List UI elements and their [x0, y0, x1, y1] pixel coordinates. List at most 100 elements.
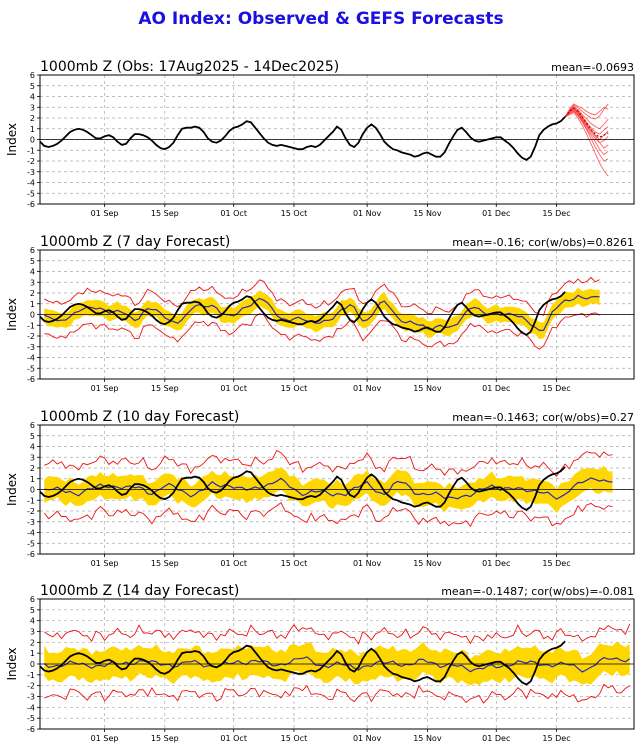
x-tick-label: 01 Nov: [353, 209, 382, 218]
y-tick-label: -3: [27, 343, 35, 352]
y-tick-label: 5: [30, 257, 35, 266]
y-tick-label: 2: [30, 464, 35, 473]
y-tick-label: 5: [30, 432, 35, 441]
y-tick-label: 6: [30, 595, 35, 604]
y-tick-label: 4: [30, 93, 35, 102]
spread-band: [44, 287, 600, 340]
ensemble-member-line: [564, 103, 609, 118]
y-tick-label: -6: [27, 200, 35, 209]
y-tick-label: 3: [30, 103, 35, 112]
observed-line: [39, 466, 566, 511]
panel-stat-label: mean=-0.1487; cor(w/obs)=-0.081: [441, 585, 634, 598]
x-tick-label: 15 Oct: [281, 209, 308, 218]
panel-title: 1000mb Z (Obs: 17Aug2025 - 14Dec2025): [40, 59, 339, 75]
ensemble-member-line: [564, 105, 609, 135]
x-tick-label: 01 Oct: [220, 559, 247, 568]
x-tick-label: 01 Sep: [91, 559, 119, 568]
panel-stat-label: mean=-0.16; cor(w/obs)=0.8261: [452, 236, 634, 249]
y-tick-label: -2: [27, 157, 35, 166]
y-tick-label: 3: [30, 628, 35, 637]
y-tick-label: -3: [27, 693, 35, 702]
x-tick-label: 01 Dec: [482, 559, 510, 568]
x-tick-label: 01 Sep: [91, 209, 119, 218]
y-tick-label: -2: [27, 682, 35, 691]
y-tick-label: 5: [30, 606, 35, 615]
y-tick-label: 1: [30, 649, 35, 658]
y-tick-label: -2: [27, 507, 35, 516]
y-tick-label: -2: [27, 332, 35, 341]
x-tick-label: 01 Oct: [220, 209, 247, 218]
x-tick-label: 15 Nov: [413, 209, 442, 218]
ensemble-member-line: [564, 109, 609, 156]
x-tick-label: 15 Sep: [151, 559, 179, 568]
y-tick-label: 0: [30, 136, 35, 145]
x-tick-label: 15 Nov: [413, 559, 442, 568]
x-tick-label: 15 Dec: [542, 209, 570, 218]
chart-panel-2: 6 5 43 2 1 0-1 -2 -3 -4-5 -6 01 Sep 15 Sep 01 Oct 15 …: [5, 234, 635, 393]
ensemble-max-line: [44, 276, 600, 316]
ensemble-mean-line: [564, 107, 609, 138]
y-tick-label: 1: [30, 475, 35, 484]
y-tick-label: -5: [27, 539, 35, 548]
x-tick-label: 15 Dec: [542, 384, 570, 393]
y-tick-label: 4: [30, 443, 35, 452]
y-tick-label: -1: [27, 496, 35, 505]
y-axis-label: Index: [5, 473, 19, 506]
observed-line: [39, 116, 566, 161]
x-tick-label: 15 Nov: [413, 734, 442, 743]
observed-line: [39, 640, 566, 686]
y-tick-label: 2: [30, 638, 35, 647]
y-tick-label: -4: [27, 703, 35, 712]
chart-panel-3: 6 5 43 2 1 0-1 -2 -3 -4-5 -6 01 Sep 15 Sep 01 Oct 15 …: [5, 409, 635, 568]
ensemble-mean-line: [44, 294, 600, 332]
y-tick-label: -6: [27, 550, 35, 559]
y-tick-label: 6: [30, 421, 35, 430]
x-tick-label: 15 Oct: [281, 559, 308, 568]
x-tick-label: 15 Dec: [542, 734, 570, 743]
chart-panel-4: 6 5 4 32 1 0 -1 -2 -3-4 -5 -6 01 Sep 15 Sep 01 Oct 15 …: [5, 583, 635, 743]
y-tick-label: -3: [27, 518, 35, 527]
ensemble-max-line: [44, 450, 613, 478]
y-tick-label: -1: [27, 146, 35, 155]
ensemble-member-line: [564, 112, 609, 177]
y-tick-label: -5: [27, 364, 35, 373]
panel-title: 1000mb Z (7 day Forecast): [40, 234, 230, 250]
ensemble-member-line: [564, 111, 609, 162]
x-tick-label: 15 Sep: [151, 734, 179, 743]
panel-stat-label: mean=-0.0693: [551, 61, 634, 74]
x-tick-label: 15 Oct: [281, 384, 308, 393]
panel-title: 1000mb Z (10 day Forecast): [40, 409, 239, 425]
y-tick-label: 1: [30, 125, 35, 134]
ensemble-member-line: [564, 108, 609, 144]
observed-line: [39, 291, 566, 336]
ensemble-min-line: [44, 683, 630, 704]
y-tick-label: 3: [30, 278, 35, 287]
y-axis-label: Index: [5, 298, 19, 331]
y-axis-label: Index: [5, 647, 19, 680]
x-tick-label: 15 Sep: [151, 384, 179, 393]
y-tick-label: 2: [30, 114, 35, 123]
x-tick-label: 15 Nov: [413, 384, 442, 393]
y-tick-label: 5: [30, 82, 35, 91]
x-tick-label: 15 Sep: [151, 209, 179, 218]
x-tick-label: 01 Oct: [220, 384, 247, 393]
figure-title: AO Index: Observed & GEFS Forecasts: [138, 9, 504, 29]
y-tick-label: 0: [30, 311, 35, 320]
y-tick-label: -6: [27, 725, 35, 734]
y-tick-label: -4: [27, 179, 35, 188]
ensemble-mean-line: [43, 656, 631, 673]
y-tick-label: -1: [27, 321, 35, 330]
x-tick-label: 15 Oct: [281, 734, 308, 743]
y-tick-label: -5: [27, 714, 35, 723]
panel-stat-label: mean=-0.1463; cor(w/obs)=0.27: [452, 411, 634, 424]
y-tick-label: 0: [30, 660, 35, 669]
ensemble-max-line: [44, 623, 631, 645]
y-tick-label: 6: [30, 246, 35, 255]
y-tick-label: 0: [30, 486, 35, 495]
y-tick-label: 2: [30, 289, 35, 298]
ensemble-mean-line: [44, 477, 613, 500]
x-tick-label: 15 Dec: [542, 559, 570, 568]
x-tick-label: 01 Nov: [353, 559, 382, 568]
y-tick-label: 6: [30, 71, 35, 80]
